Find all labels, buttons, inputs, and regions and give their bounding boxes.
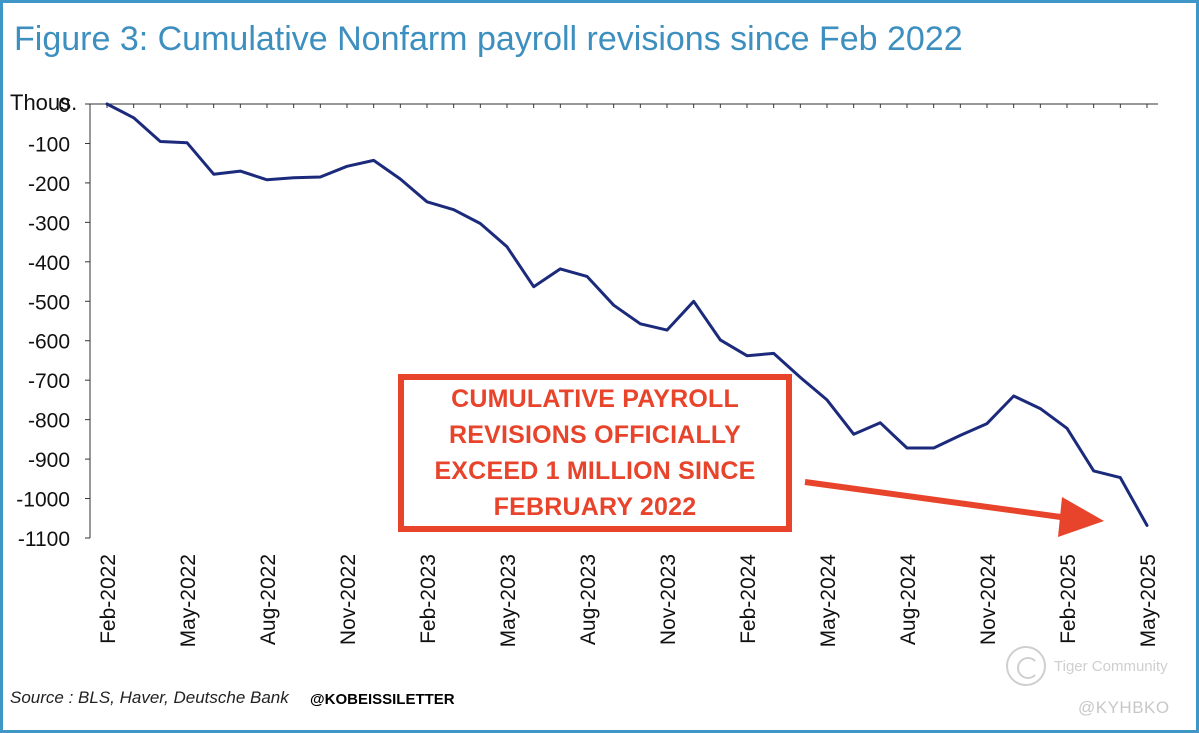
x-tick-label: May-2025 bbox=[1137, 554, 1160, 647]
data-point bbox=[959, 434, 962, 437]
data-point bbox=[559, 267, 562, 271]
y-tick-label: -1100 bbox=[18, 528, 70, 551]
data-point bbox=[639, 322, 642, 325]
tiger-community-logo-icon bbox=[1006, 646, 1046, 686]
y-tick-label: -600 bbox=[28, 331, 70, 354]
data-point bbox=[745, 354, 749, 357]
x-tick-label: Aug-2022 bbox=[257, 554, 280, 645]
y-tick-label: -900 bbox=[28, 449, 70, 472]
y-tick-label: -500 bbox=[28, 291, 70, 314]
data-point bbox=[425, 200, 429, 204]
data-point bbox=[505, 245, 509, 249]
chart-title: Figure 3: Cumulative Nonfarm payroll rev… bbox=[14, 20, 963, 58]
data-point bbox=[132, 116, 135, 120]
frame-top-border bbox=[0, 0, 1199, 3]
data-point bbox=[479, 222, 482, 225]
y-tick-label: -800 bbox=[28, 410, 70, 433]
data-point bbox=[879, 421, 882, 424]
annotation-arrow-shaft bbox=[804, 479, 1069, 521]
x-tick-label: Aug-2023 bbox=[577, 554, 600, 645]
data-point bbox=[239, 169, 242, 173]
y-tick-label: -400 bbox=[28, 252, 70, 275]
y-tick-label: -300 bbox=[28, 212, 70, 235]
data-point bbox=[905, 446, 909, 450]
watermark-brand: Tiger Community bbox=[1054, 658, 1168, 675]
annotation-callout-text: CUMULATIVE PAYROLL REVISIONS OFFICIALLY … bbox=[434, 385, 756, 521]
data-point bbox=[319, 175, 322, 179]
y-tick-label: -1000 bbox=[16, 489, 70, 512]
x-tick-label: Feb-2022 bbox=[97, 554, 120, 644]
y-tick-label: 0 bbox=[58, 94, 70, 117]
data-point bbox=[932, 446, 935, 450]
x-tick-label: Nov-2022 bbox=[337, 554, 360, 645]
y-tick-label: -100 bbox=[28, 133, 70, 156]
data-point bbox=[532, 285, 535, 288]
x-tick-label: Feb-2023 bbox=[417, 554, 440, 644]
data-point bbox=[1039, 407, 1042, 410]
annotation-arrow-head-icon bbox=[1058, 497, 1104, 537]
y-tick-label: -700 bbox=[28, 370, 70, 393]
annotation-callout-box: CUMULATIVE PAYROLL REVISIONS OFFICIALLY … bbox=[398, 374, 792, 532]
source-note: Source : BLS, Haver, Deutsche Bank bbox=[10, 688, 289, 707]
y-tick-label: -200 bbox=[28, 173, 70, 196]
x-tick-label: Feb-2024 bbox=[737, 554, 760, 644]
data-point bbox=[345, 165, 349, 168]
data-point bbox=[212, 173, 215, 176]
data-point bbox=[1092, 469, 1095, 473]
data-point bbox=[719, 338, 722, 342]
x-tick-label: Feb-2025 bbox=[1057, 554, 1080, 644]
frame-bottom-border bbox=[0, 730, 1199, 733]
x-tick-label: May-2024 bbox=[817, 554, 840, 648]
data-point bbox=[772, 352, 775, 355]
x-tick-label: Nov-2024 bbox=[977, 554, 1000, 645]
series-line-payroll-revisions bbox=[105, 102, 1149, 527]
data-point bbox=[1145, 524, 1149, 527]
data-point bbox=[692, 300, 695, 303]
data-point bbox=[1065, 427, 1069, 430]
data-point bbox=[1012, 394, 1015, 398]
data-point bbox=[185, 141, 189, 144]
data-point bbox=[105, 102, 109, 106]
frame-left-border bbox=[0, 0, 3, 733]
data-point bbox=[452, 208, 455, 211]
data-point bbox=[585, 275, 589, 278]
data-point bbox=[985, 422, 989, 425]
data-point bbox=[665, 328, 669, 332]
data-point bbox=[852, 433, 855, 436]
author-handle: @KOBEISSILETTER bbox=[310, 691, 455, 708]
x-tick-label: Nov-2023 bbox=[657, 554, 680, 645]
x-tick-label: May-2022 bbox=[177, 554, 200, 647]
data-point bbox=[825, 398, 829, 402]
data-point bbox=[612, 304, 615, 307]
x-tick-label: Aug-2024 bbox=[897, 554, 920, 645]
data-point bbox=[292, 176, 295, 179]
watermark-handle: @KYHBKO bbox=[1078, 698, 1170, 717]
data-point bbox=[1119, 476, 1122, 479]
data-point bbox=[265, 178, 269, 181]
data-point bbox=[799, 376, 802, 379]
x-tick-label: May-2023 bbox=[497, 554, 520, 647]
data-point bbox=[159, 140, 162, 143]
data-point bbox=[372, 159, 375, 162]
y-axis-unit-label: Thous. bbox=[10, 90, 78, 115]
data-point bbox=[399, 177, 402, 181]
frame-right-border bbox=[1196, 0, 1199, 733]
